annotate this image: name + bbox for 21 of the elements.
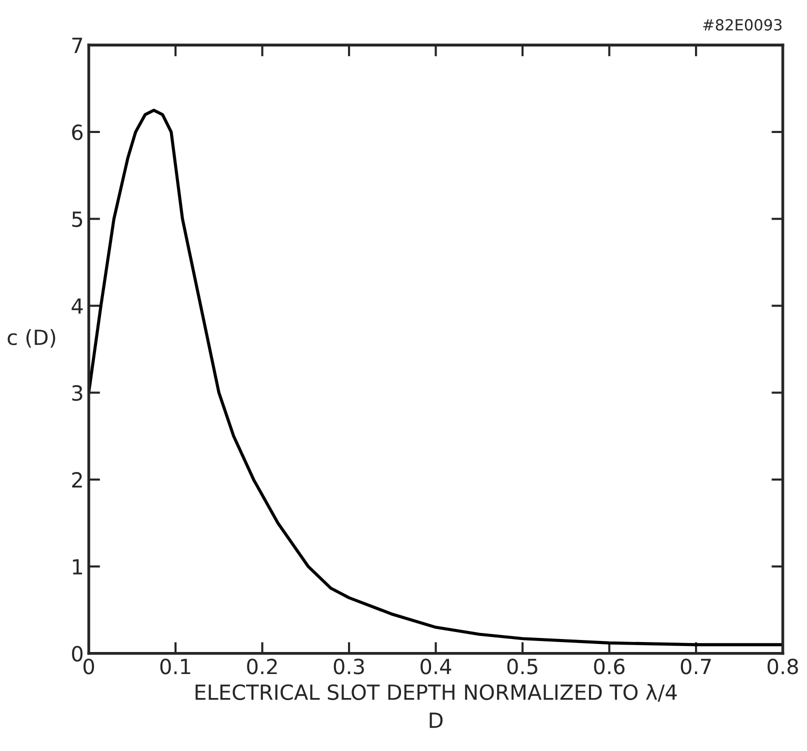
y-tick-label: 6 — [72, 124, 83, 140]
x-tick-label: 0.8 — [768, 658, 798, 674]
y-tick-label: 7 — [72, 38, 82, 53]
x-tick-label: 0.7 — [680, 658, 711, 674]
x-tick-label: 0.4 — [420, 658, 452, 674]
y-tick-label: 2 — [72, 472, 82, 488]
text: #82E0093 — [703, 19, 782, 31]
y-tick-label: 1 — [72, 559, 82, 574]
x-tick-label: 0.3 — [334, 658, 364, 674]
x-tick-label: 0.6 — [594, 658, 625, 674]
x-tick-label: 0 — [84, 658, 94, 674]
y-axis-title: c (D) — [8, 329, 56, 348]
x-tick-label: 0.2 — [247, 658, 277, 674]
y-tick-label: 3 — [72, 385, 82, 401]
y-tick-label: 4 — [72, 298, 83, 314]
x-tick-label: 0.5 — [507, 658, 538, 674]
y-tick-label: 0 — [72, 646, 83, 662]
line-series — [88, 108, 783, 646]
x-axis-title: ELECTRICAL SLOT DEPTH NORMALIZED TO λ/4 D — [196, 684, 677, 728]
x-tick-label: 0.1 — [160, 658, 190, 674]
y-tick-label: 5 — [72, 212, 82, 228]
